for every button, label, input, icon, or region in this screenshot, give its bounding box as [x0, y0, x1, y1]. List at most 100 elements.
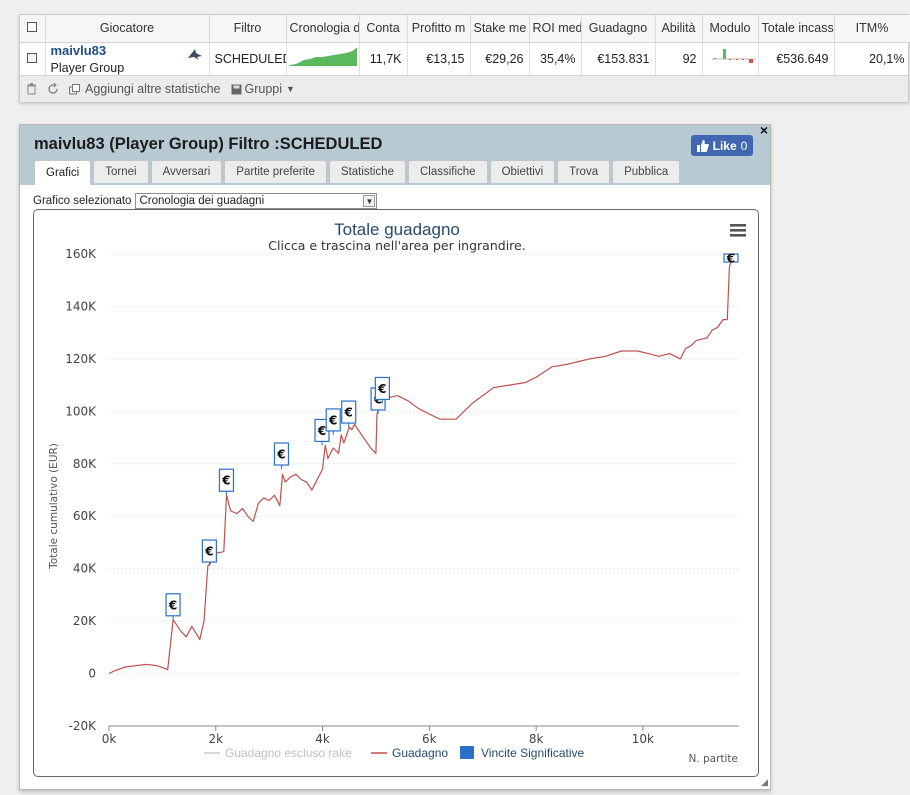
marker-label: € — [726, 252, 735, 266]
like-button[interactable]: Like 0 — [691, 135, 753, 156]
x-tick-label: 2k — [208, 732, 223, 746]
tab-tornei[interactable]: Tornei — [93, 160, 149, 183]
header-avg-profit[interactable]: Profitto m — [407, 15, 471, 43]
window-header: maivlu83 (Player Group) Filtro :SCHEDULE… — [20, 122, 770, 185]
header-itm[interactable]: ITM% — [834, 15, 910, 43]
chevron-down-icon: ▼ — [286, 84, 295, 94]
player-cell: maivlu83 Player Group — [45, 42, 210, 75]
header-profit[interactable]: Guadagno — [581, 15, 656, 43]
y-tick-label: 60K — [73, 509, 97, 523]
significant-win-marker[interactable]: € — [325, 408, 341, 435]
chart-select[interactable]: Cronologia dei guadagni ▼ — [135, 193, 378, 209]
delete-icon[interactable] — [26, 83, 37, 95]
axes: -20K 0 20K 40K 60K 80K 100K 120K 140K 160K 0k 2k 4k 6… — [65, 247, 739, 746]
significant-win-marker[interactable]: € — [273, 442, 290, 470]
tab-trova[interactable]: Trova — [557, 160, 611, 183]
header-total-income[interactable]: Totale incassi — [758, 15, 835, 43]
marker-flag — [218, 468, 235, 492]
groups-dropdown[interactable]: Gruppi ▼ — [231, 82, 295, 96]
marker-flag — [723, 253, 739, 263]
refresh-icon[interactable] — [47, 83, 59, 95]
add-stats-label: Aggiungi altre statistiche — [85, 82, 221, 96]
resize-grip-icon[interactable]: ◢ — [761, 777, 768, 787]
header-count[interactable]: Conta — [359, 15, 408, 43]
marker-flag — [341, 400, 357, 424]
header-ability[interactable]: Abilità — [655, 15, 703, 43]
x-tick-label: 8k — [529, 732, 544, 746]
menu-icon[interactable] — [730, 224, 746, 237]
significant-win-marker[interactable]: € — [341, 400, 357, 428]
legend-item-excluded-rake[interactable]: Guadagno escluso rake — [204, 746, 352, 760]
avg-profit-cell: €13,15 — [407, 42, 471, 75]
history-sparkline — [289, 48, 357, 67]
y-tick-label: -20K — [69, 719, 98, 733]
tab-obiettivi[interactable]: Obiettivi — [489, 160, 556, 183]
header-form[interactable]: Modulo — [702, 15, 759, 43]
tab-pubblica[interactable]: Pubblica — [612, 160, 681, 183]
chart-container[interactable]: -20K 0 20K 40K 60K 80K 100K 120K 140K 160K 0k 2k 4k 6… — [33, 209, 759, 777]
tab-partite-preferite[interactable]: Partite preferite — [224, 160, 327, 183]
history-sparkline-cell[interactable] — [286, 42, 360, 75]
marker-label: € — [377, 382, 386, 396]
add-columns-icon — [69, 83, 80, 94]
tab-classifiche[interactable]: Classifiche — [407, 160, 488, 183]
like-count: 0 — [740, 138, 748, 153]
y-tick-label: 80K — [73, 457, 97, 471]
significant-win-marker[interactable]: € — [165, 593, 181, 620]
header-filter[interactable]: Filtro — [209, 15, 287, 43]
y-tick-label: 160K — [65, 247, 97, 261]
x-tick-label: 0k — [102, 732, 117, 746]
thumbs-up-icon — [696, 139, 709, 152]
marker-label: € — [168, 598, 177, 612]
chevron-down-icon[interactable]: ▼ — [363, 195, 376, 207]
legend-item-significant-wins[interactable]: Vincite Significative — [460, 746, 584, 760]
y-tick-label: 120K — [65, 352, 97, 366]
profit-chart[interactable]: -20K 0 20K 40K 60K 80K 100K 120K 140K 160K 0k 2k 4k 6… — [34, 210, 760, 778]
chart-title: Totale guadagno — [334, 220, 460, 239]
header-avg-roi[interactable]: ROI med — [529, 15, 582, 43]
header-select-all[interactable] — [20, 15, 46, 43]
row-checkbox[interactable] — [27, 52, 38, 63]
header-player[interactable]: Giocatore — [45, 15, 210, 43]
tab-avversari[interactable]: Avversari — [150, 160, 223, 183]
marker-label: € — [276, 448, 285, 462]
marker-label: € — [344, 406, 353, 420]
marker-flag — [325, 408, 341, 432]
chart-window: maivlu83 (Player Group) Filtro :SCHEDULE… — [19, 122, 771, 790]
y-axis-label: Totale cumulativo (EUR) — [48, 443, 60, 570]
y-tick-label: 40K — [73, 562, 97, 576]
tab-statistiche[interactable]: Statistiche — [328, 160, 406, 183]
add-stats-button[interactable]: Aggiungi altre statistiche — [69, 82, 221, 96]
chart-selector-label: Grafico selezionato — [33, 195, 132, 207]
significant-win-marker[interactable]: € — [374, 376, 390, 404]
select-all-checkbox[interactable] — [27, 22, 38, 33]
shark-icon — [187, 48, 202, 60]
chart-select-value: Cronologia dei guadagni — [139, 195, 265, 207]
significant-win-marker[interactable]: € — [723, 252, 739, 266]
series-line-profit[interactable] — [108, 261, 732, 675]
save-icon — [231, 84, 241, 94]
header-history[interactable]: Cronologia d — [286, 15, 360, 43]
groups-label: Gruppi — [244, 82, 283, 96]
legend-item-profit[interactable]: Guadagno — [371, 746, 448, 760]
row-select-cell[interactable] — [20, 42, 46, 75]
y-tick-label: 0 — [88, 667, 96, 681]
x-tick-label: 10k — [632, 732, 654, 746]
marker-flag — [201, 539, 217, 563]
close-icon[interactable]: × — [759, 122, 768, 138]
y-tick-label: 20K — [73, 614, 97, 628]
marker-label: € — [221, 474, 230, 488]
player-row: maivlu83 Player Group SCHEDULED 11,7K €1… — [20, 42, 910, 75]
x-tick-label: 6k — [422, 732, 437, 746]
significant-win-marker[interactable]: € — [201, 539, 217, 567]
tab-bar: Grafici Tornei Avversari Partite preferi… — [34, 160, 682, 185]
form-sparkline-cell[interactable] — [702, 42, 759, 75]
chart-selector-row: Grafico selezionato Cronologia dei guada… — [33, 193, 378, 209]
player-name-link[interactable]: maivlu83 — [50, 42, 107, 58]
x-axis-label: N. partite — [688, 753, 738, 765]
legend-label-excluded-rake: Guadagno escluso rake — [225, 746, 352, 760]
header-avg-stake[interactable]: Stake me — [470, 15, 530, 43]
significant-win-marker[interactable]: € — [218, 468, 235, 496]
tab-grafici[interactable]: Grafici — [34, 160, 92, 185]
y-tick-label: 100K — [65, 404, 97, 418]
